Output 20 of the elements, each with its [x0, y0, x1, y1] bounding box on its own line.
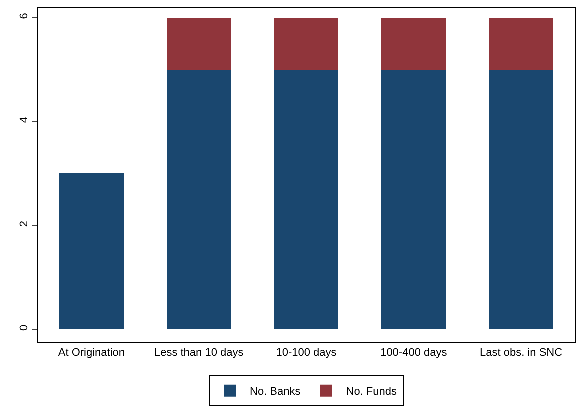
bar [274, 70, 339, 330]
bar [382, 70, 446, 330]
x-tick-label: 100-400 days [380, 347, 448, 360]
y-tick-label: 6 [18, 13, 31, 20]
y-tick-label: 2 [18, 220, 31, 228]
x-tick-label: Last obs. in SNC [480, 347, 563, 360]
bar [166, 70, 232, 330]
bar [489, 70, 554, 330]
x-tick-label: At Origination [58, 347, 126, 360]
legend-label: No. Banks [250, 386, 302, 398]
bar [489, 18, 554, 70]
bar [59, 174, 124, 330]
y-tick-label: 0 [18, 324, 31, 331]
bar [382, 18, 446, 70]
x-tick-label: 10-100 days [276, 347, 338, 360]
x-tick-label: Less than 10 days [154, 347, 244, 360]
legend-label: No. Funds [346, 386, 398, 398]
y-tick-label: 4 [18, 117, 31, 124]
bar [274, 18, 339, 70]
bar [166, 18, 232, 70]
